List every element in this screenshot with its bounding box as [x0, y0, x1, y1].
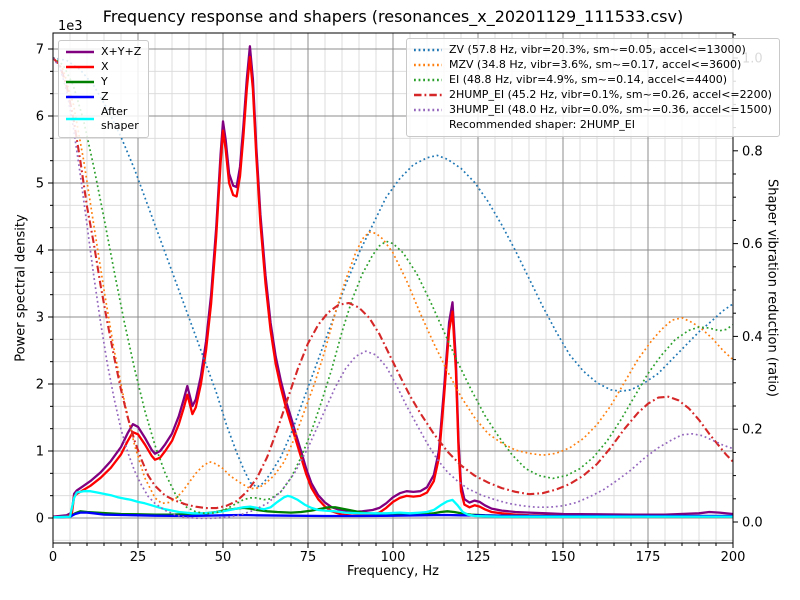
legend-note: Recommended shaper: 2HUMP_EI	[449, 118, 635, 131]
legend-item: ZV (57.8 Hz, vibr=20.3%, sm~=0.05, accel…	[413, 43, 772, 57]
series-ei	[53, 57, 733, 515]
legend-line-sample	[414, 48, 442, 52]
legend-line-sample	[66, 80, 94, 84]
legend-shapers: ZV (57.8 Hz, vibr=20.3%, sm~=0.05, accel…	[406, 38, 780, 137]
svg-text:175: 175	[636, 550, 661, 565]
y-axis-label-left: Power spectral density	[13, 214, 29, 362]
axis-tick-labels: 0 25 50 75 100 125 150 175 200 0 1 2 3 4 5 6 7 0.0 0.2 0.4 0…	[36, 43, 763, 566]
svg-text:2: 2	[36, 378, 44, 393]
svg-text:0: 0	[49, 550, 57, 565]
svg-text:75: 75	[300, 550, 317, 565]
x-axis-label: Frequency, Hz	[346, 564, 440, 579]
series-group	[53, 45, 733, 520]
legend-item-label: ZV (57.8 Hz, vibr=20.3%, sm~=0.05, accel…	[449, 43, 746, 56]
svg-text:0.2: 0.2	[742, 423, 763, 438]
svg-text:0.6: 0.6	[742, 237, 763, 252]
legend-item-label: X+Y+Z	[101, 45, 142, 58]
legend-item: Y	[65, 75, 141, 89]
svg-text:50: 50	[215, 550, 232, 565]
svg-text:0.4: 0.4	[742, 330, 763, 345]
y-axis-offset-label: 1e3	[58, 19, 83, 34]
y-axis-label-right: Shaper vibration reduction (ratio)	[764, 179, 780, 397]
series-x	[53, 55, 733, 519]
legend-line-sample	[414, 93, 442, 97]
svg-text:150: 150	[551, 550, 576, 565]
legend-line-sample	[414, 108, 442, 112]
legend-item-label: 3HUMP_EI (48.0 Hz, vibr=0.0%, sm~=0.36, …	[449, 103, 772, 116]
svg-text:25: 25	[130, 550, 147, 565]
series-2hump_ei	[53, 57, 733, 510]
legend-item-label: After shaper	[101, 105, 139, 132]
series-after-shaper	[53, 490, 733, 519]
legend-line-sample	[414, 78, 442, 82]
svg-text:7: 7	[36, 43, 44, 58]
svg-text:0.8: 0.8	[742, 144, 763, 159]
chart-title: Frequency response and shapers (resonanc…	[102, 7, 684, 26]
legend-line-sample	[66, 50, 94, 54]
legend-item-label: MZV (34.8 Hz, vibr=3.6%, sm~=0.17, accel…	[449, 58, 742, 71]
grid-major	[53, 33, 733, 543]
svg-text:125: 125	[466, 550, 491, 565]
svg-text:5: 5	[36, 177, 44, 192]
svg-text:1: 1	[36, 445, 44, 460]
legend-item: X+Y+Z	[65, 45, 141, 59]
legend-item-label: X	[101, 60, 109, 73]
svg-text:4: 4	[36, 244, 44, 259]
svg-text:200: 200	[721, 550, 746, 565]
svg-text:3: 3	[36, 311, 44, 326]
legend-item-label: Z	[101, 90, 109, 103]
svg-text:0: 0	[36, 512, 44, 527]
legend-item-label: 2HUMP_EI (45.2 Hz, vibr=0.1%, sm~=0.26, …	[449, 88, 772, 101]
legend-psd: X+Y+Z X Y Z After shaper	[58, 40, 150, 138]
legend-line-sample	[414, 63, 442, 67]
legend-line-sample	[66, 117, 94, 121]
legend-item-label: Y	[101, 75, 108, 88]
legend-item: 2HUMP_EI (45.2 Hz, vibr=0.1%, sm~=0.26, …	[413, 88, 772, 102]
legend-item: MZV (34.8 Hz, vibr=3.6%, sm~=0.17, accel…	[413, 58, 772, 72]
legend-item: Z	[65, 90, 141, 104]
svg-text:0.0: 0.0	[742, 516, 763, 531]
legend-item-label: EI (48.8 Hz, vibr=4.9%, sm~=0.14, accel<…	[449, 73, 727, 86]
series-mzv	[53, 57, 733, 505]
svg-text:100: 100	[381, 550, 406, 565]
legend-line-sample	[66, 95, 94, 99]
legend-item: After shaper	[65, 105, 141, 133]
svg-text:6: 6	[36, 110, 44, 125]
legend-item: X	[65, 60, 141, 74]
legend-item: 3HUMP_EI (48.0 Hz, vibr=0.0%, sm~=0.36, …	[413, 103, 772, 117]
legend-line-sample	[66, 65, 94, 69]
legend-item: EI (48.8 Hz, vibr=4.9%, sm~=0.14, accel<…	[413, 73, 772, 87]
